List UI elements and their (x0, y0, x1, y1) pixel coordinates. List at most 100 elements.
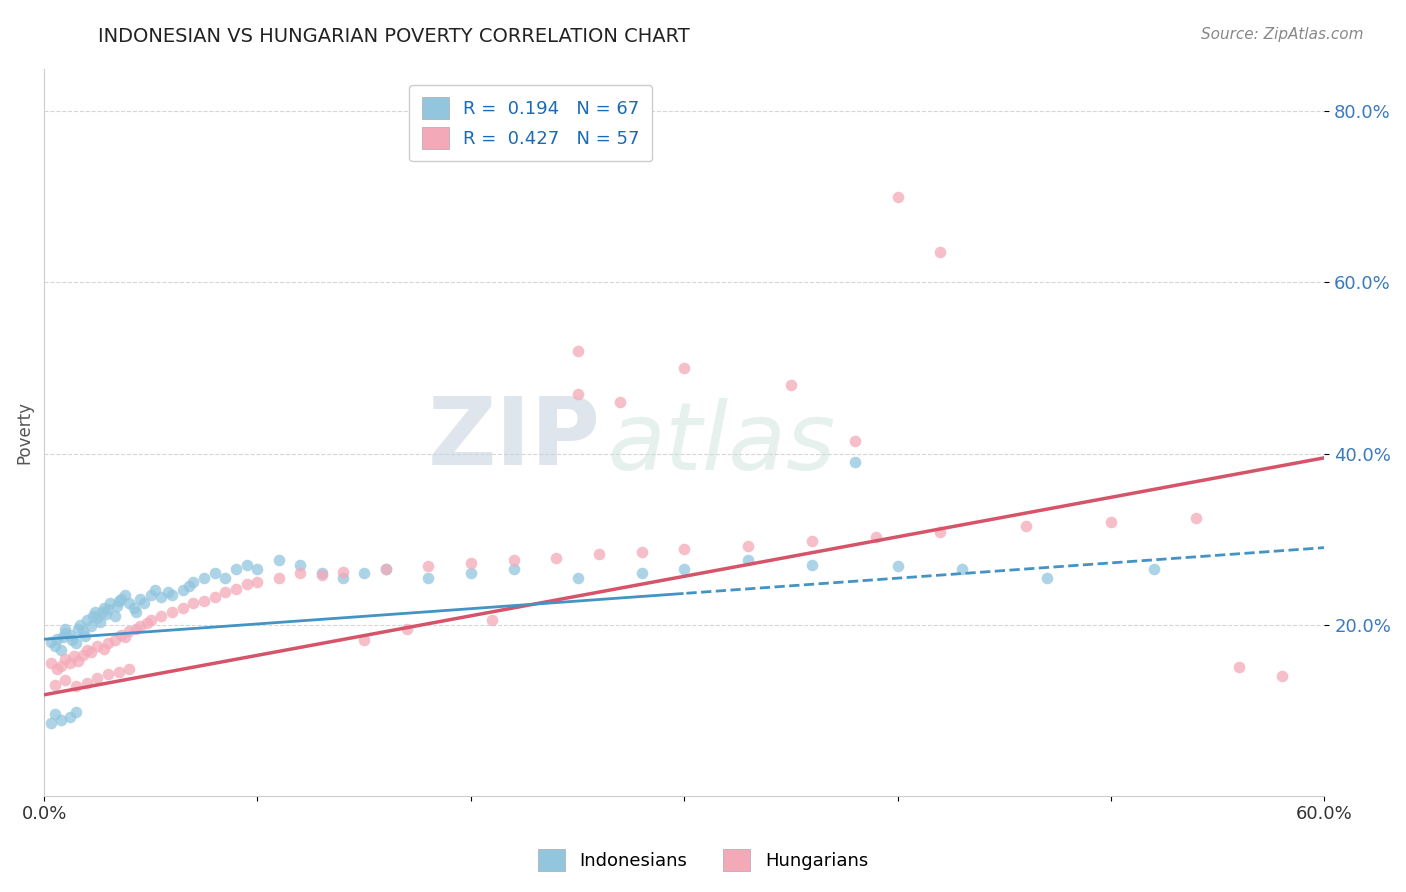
Point (67, 654, 90, 668)
Point (673, 562, 696, 576)
Point (673, 361, 696, 376)
Point (1227, 660, 1250, 674)
Point (418, 559, 440, 574)
Point (139, 613, 162, 627)
Point (630, 566, 652, 581)
Point (1099, 515, 1122, 529)
Point (39, 656, 62, 670)
Point (59, 656, 82, 670)
Point (118, 596, 141, 610)
Legend: Indonesians, Hungarians: Indonesians, Hungarians (530, 842, 876, 879)
Point (267, 571, 290, 585)
Point (51, 643, 73, 657)
Point (160, 605, 183, 619)
Point (135, 615, 157, 630)
Point (844, 455, 866, 469)
Point (150, 609, 173, 624)
Point (172, 583, 194, 598)
Point (172, 600, 194, 615)
Text: atlas: atlas (607, 398, 835, 489)
Point (737, 539, 759, 553)
Point (288, 558, 311, 572)
Point (80, 645, 103, 659)
Point (65, 636, 87, 650)
Point (51, 658, 73, 673)
Point (76, 675, 98, 690)
Point (114, 631, 136, 645)
Point (82, 609, 104, 624)
Point (193, 571, 215, 585)
Point (93, 600, 115, 615)
Point (93, 641, 115, 656)
Point (110, 628, 132, 642)
Point (125, 605, 148, 619)
Point (588, 548, 610, 562)
Point (45, 662, 67, 676)
Point (183, 574, 205, 589)
Point (236, 576, 259, 591)
Point (59, 628, 82, 642)
Point (395, 622, 418, 636)
Point (1036, 571, 1059, 585)
Point (567, 343, 589, 358)
Point (65, 679, 87, 693)
Point (134, 596, 156, 610)
Point (204, 591, 226, 605)
Point (44, 639, 66, 653)
Point (886, 559, 908, 574)
Point (179, 579, 201, 593)
Point (353, 633, 375, 648)
Point (150, 591, 173, 605)
Point (236, 558, 259, 572)
Point (72, 624, 94, 638)
Point (69, 617, 91, 632)
Point (460, 566, 482, 581)
Point (460, 556, 482, 570)
Point (214, 585, 236, 599)
Point (204, 566, 226, 581)
Point (118, 624, 141, 639)
Point (84, 605, 107, 619)
Point (374, 562, 396, 576)
Point (114, 588, 136, 602)
Point (160, 588, 183, 602)
Point (55, 673, 77, 688)
Point (139, 588, 162, 602)
Text: ZIP: ZIP (429, 393, 600, 485)
Point (780, 378, 803, 392)
Point (630, 545, 652, 559)
Point (110, 591, 132, 606)
Point (55, 622, 77, 636)
Point (45, 632, 67, 647)
Point (122, 600, 145, 615)
Point (39, 634, 62, 648)
Point (374, 562, 396, 576)
Point (865, 530, 887, 544)
Point (225, 582, 247, 596)
Point (246, 574, 269, 589)
Y-axis label: Poverty: Poverty (15, 401, 32, 464)
Point (332, 565, 354, 579)
Point (481, 613, 503, 627)
Point (288, 566, 311, 581)
Point (103, 609, 125, 624)
Point (55, 652, 77, 666)
Point (51, 714, 73, 728)
Point (60, 633, 83, 648)
Point (502, 562, 524, 576)
Point (86, 671, 108, 685)
Point (311, 568, 333, 582)
Point (129, 591, 152, 606)
Point (546, 550, 568, 565)
Point (183, 596, 205, 610)
Point (143, 583, 166, 598)
Point (193, 593, 215, 607)
Point (129, 619, 152, 633)
Point (98, 596, 121, 610)
Point (267, 553, 290, 567)
Point (1185, 510, 1208, 524)
Point (80, 619, 103, 633)
Point (353, 566, 375, 581)
Point (105, 599, 128, 613)
Point (225, 562, 247, 576)
